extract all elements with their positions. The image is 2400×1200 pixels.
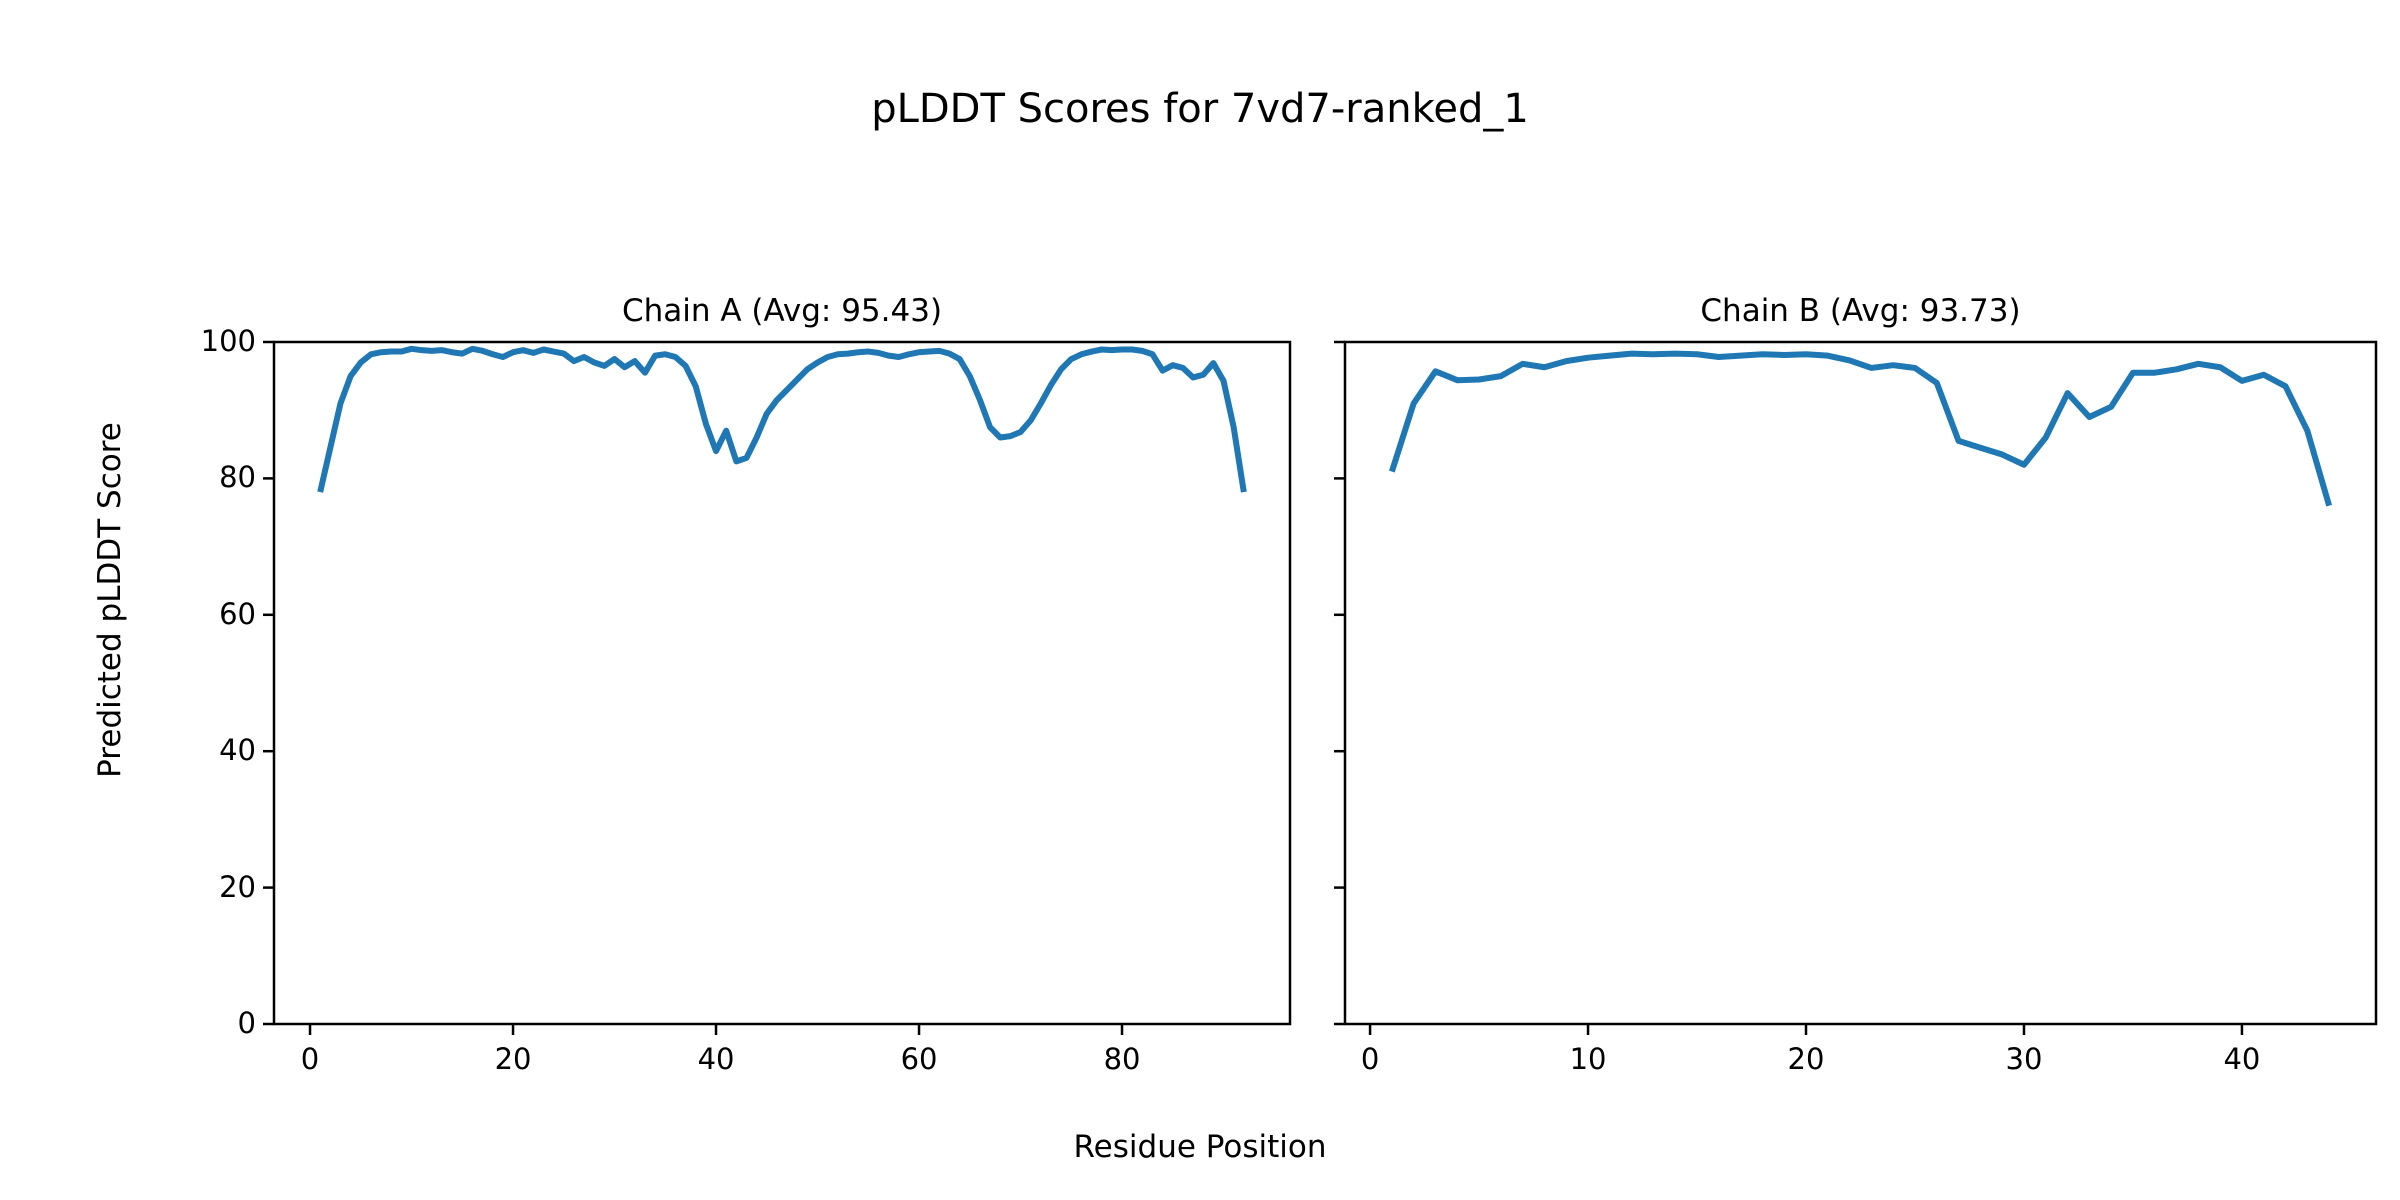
x-tick-label: 40 bbox=[2223, 1042, 2261, 1076]
chain-a-axes: Chain A (Avg: 95.43) 0 20 40 60 80 0 20 40 60 80 1… bbox=[201, 293, 1292, 1075]
y-tick-label: 80 bbox=[219, 460, 256, 495]
chain-b-axes: Chain B (Avg: 93.73) 0 10 20 30 40 bbox=[1334, 293, 2378, 1075]
figure-suptitle: pLDDT Scores for 7vd7-ranked_1 bbox=[871, 86, 1529, 132]
y-tick-label: 100 bbox=[200, 324, 256, 359]
axes-spines bbox=[1343, 340, 2378, 1026]
x-tick-label: 20 bbox=[494, 1042, 532, 1076]
x-tick-label: 80 bbox=[1103, 1042, 1141, 1076]
chain-b-title: Chain B (Avg: 93.73) bbox=[1700, 293, 2021, 329]
y-tick-label: 0 bbox=[237, 1006, 256, 1041]
x-tick-label: 0 bbox=[1360, 1042, 1380, 1076]
x-tick-label: 10 bbox=[1569, 1042, 1607, 1076]
y-tick-label: 60 bbox=[219, 596, 256, 631]
x-tick-label: 0 bbox=[300, 1042, 320, 1076]
chain-a-line-chart bbox=[263, 340, 1292, 1035]
chain-a-title: Chain A (Avg: 95.43) bbox=[621, 293, 943, 329]
x-axis-label: Residue Position bbox=[1073, 1129, 1327, 1165]
plddt-line bbox=[1389, 350, 2333, 507]
y-tick-label: 40 bbox=[219, 733, 256, 768]
chain-b-line-chart bbox=[1334, 340, 2378, 1035]
y-tick-label: 20 bbox=[219, 869, 256, 904]
axes-spines bbox=[272, 340, 1292, 1026]
x-tick-label: 60 bbox=[900, 1042, 938, 1076]
x-tick-label: 20 bbox=[1787, 1042, 1825, 1076]
x-tick-label: 30 bbox=[2005, 1042, 2043, 1076]
plddt-line bbox=[317, 345, 1247, 493]
x-tick-label: 40 bbox=[697, 1042, 735, 1076]
y-axis-label: Predicted pLDDT Score bbox=[92, 422, 128, 778]
